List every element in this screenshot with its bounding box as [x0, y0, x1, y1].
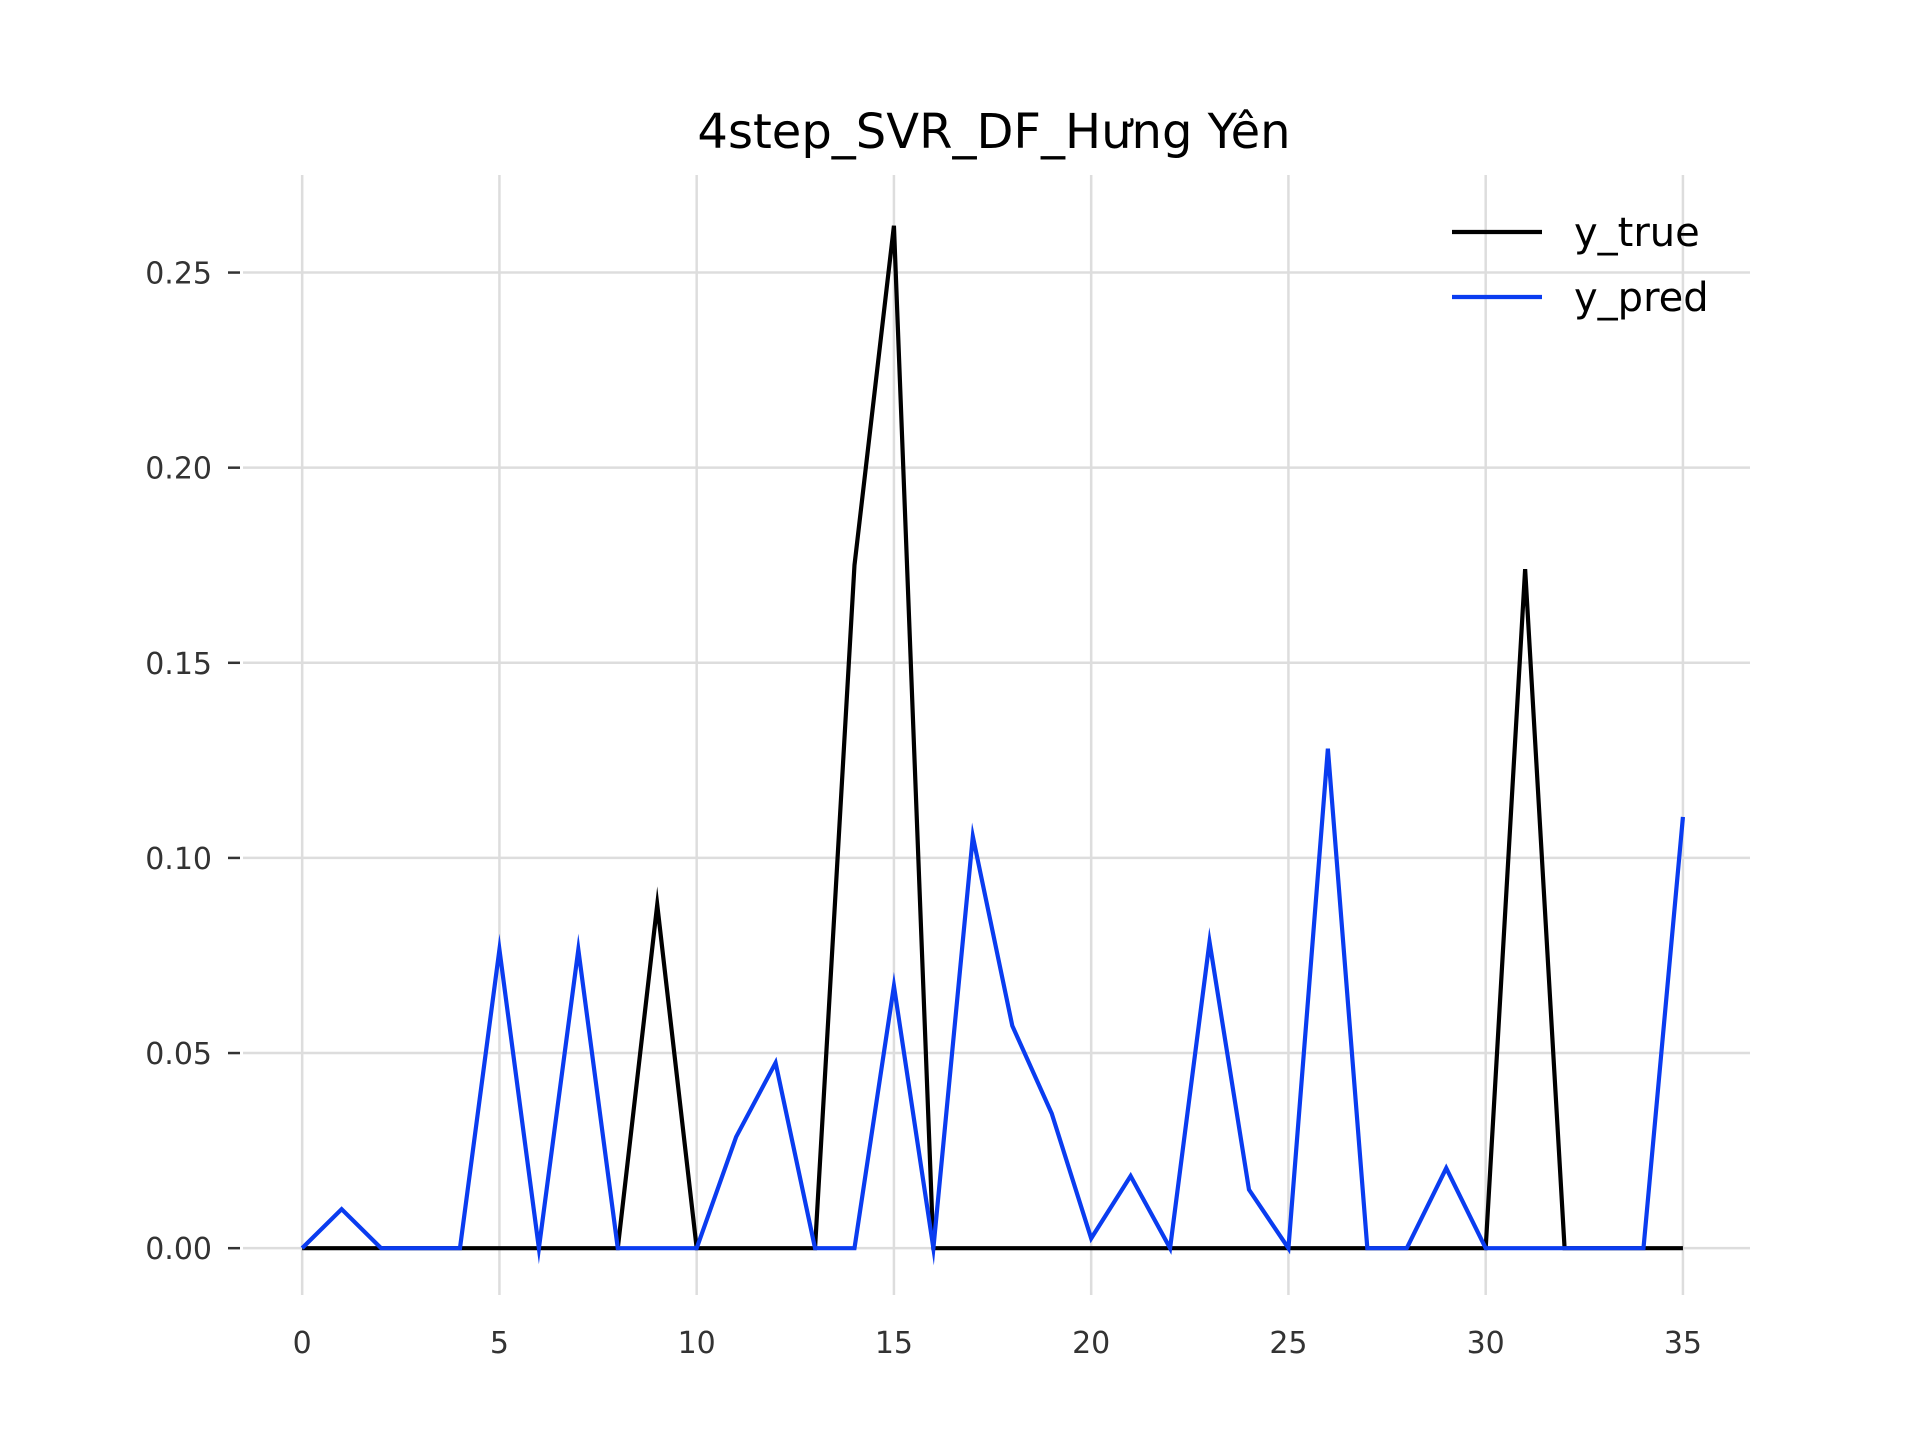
y-tick-label: 0.10 [145, 842, 212, 877]
grid [243, 175, 1750, 1295]
legend-label: y_true [1574, 210, 1700, 256]
x-tick-label: 15 [875, 1326, 913, 1361]
legend: y_true y_pred [1452, 210, 1709, 321]
x-tick-label: 5 [490, 1326, 509, 1361]
chart-title: 4step_SVR_DF_Hưng Yên [697, 104, 1290, 160]
x-tick-label: 0 [293, 1326, 312, 1361]
series-lines [300, 225, 1686, 1266]
y-tick-label: 0.00 [145, 1232, 212, 1267]
x-tick-label: 30 [1467, 1326, 1505, 1361]
series-line-y-pred [300, 748, 1686, 1266]
y-tick-label: 0.05 [145, 1037, 212, 1072]
legend-label: y_pred [1574, 275, 1709, 321]
y-tick-label: 0.15 [145, 647, 212, 682]
x-tick-label: 10 [678, 1326, 716, 1361]
x-tick-label: 20 [1072, 1326, 1110, 1361]
x-tick-label: 35 [1664, 1326, 1702, 1361]
axis-ticks: 0 5 10 15 20 25 30 35 0.00 0.05 0.10 0.15 0.20 0.25 [145, 257, 1702, 1361]
y-tick-label: 0.20 [145, 452, 212, 487]
x-tick-label: 25 [1269, 1326, 1307, 1361]
series-line-y-true [302, 225, 1683, 1251]
y-tick-label: 0.25 [145, 257, 212, 292]
